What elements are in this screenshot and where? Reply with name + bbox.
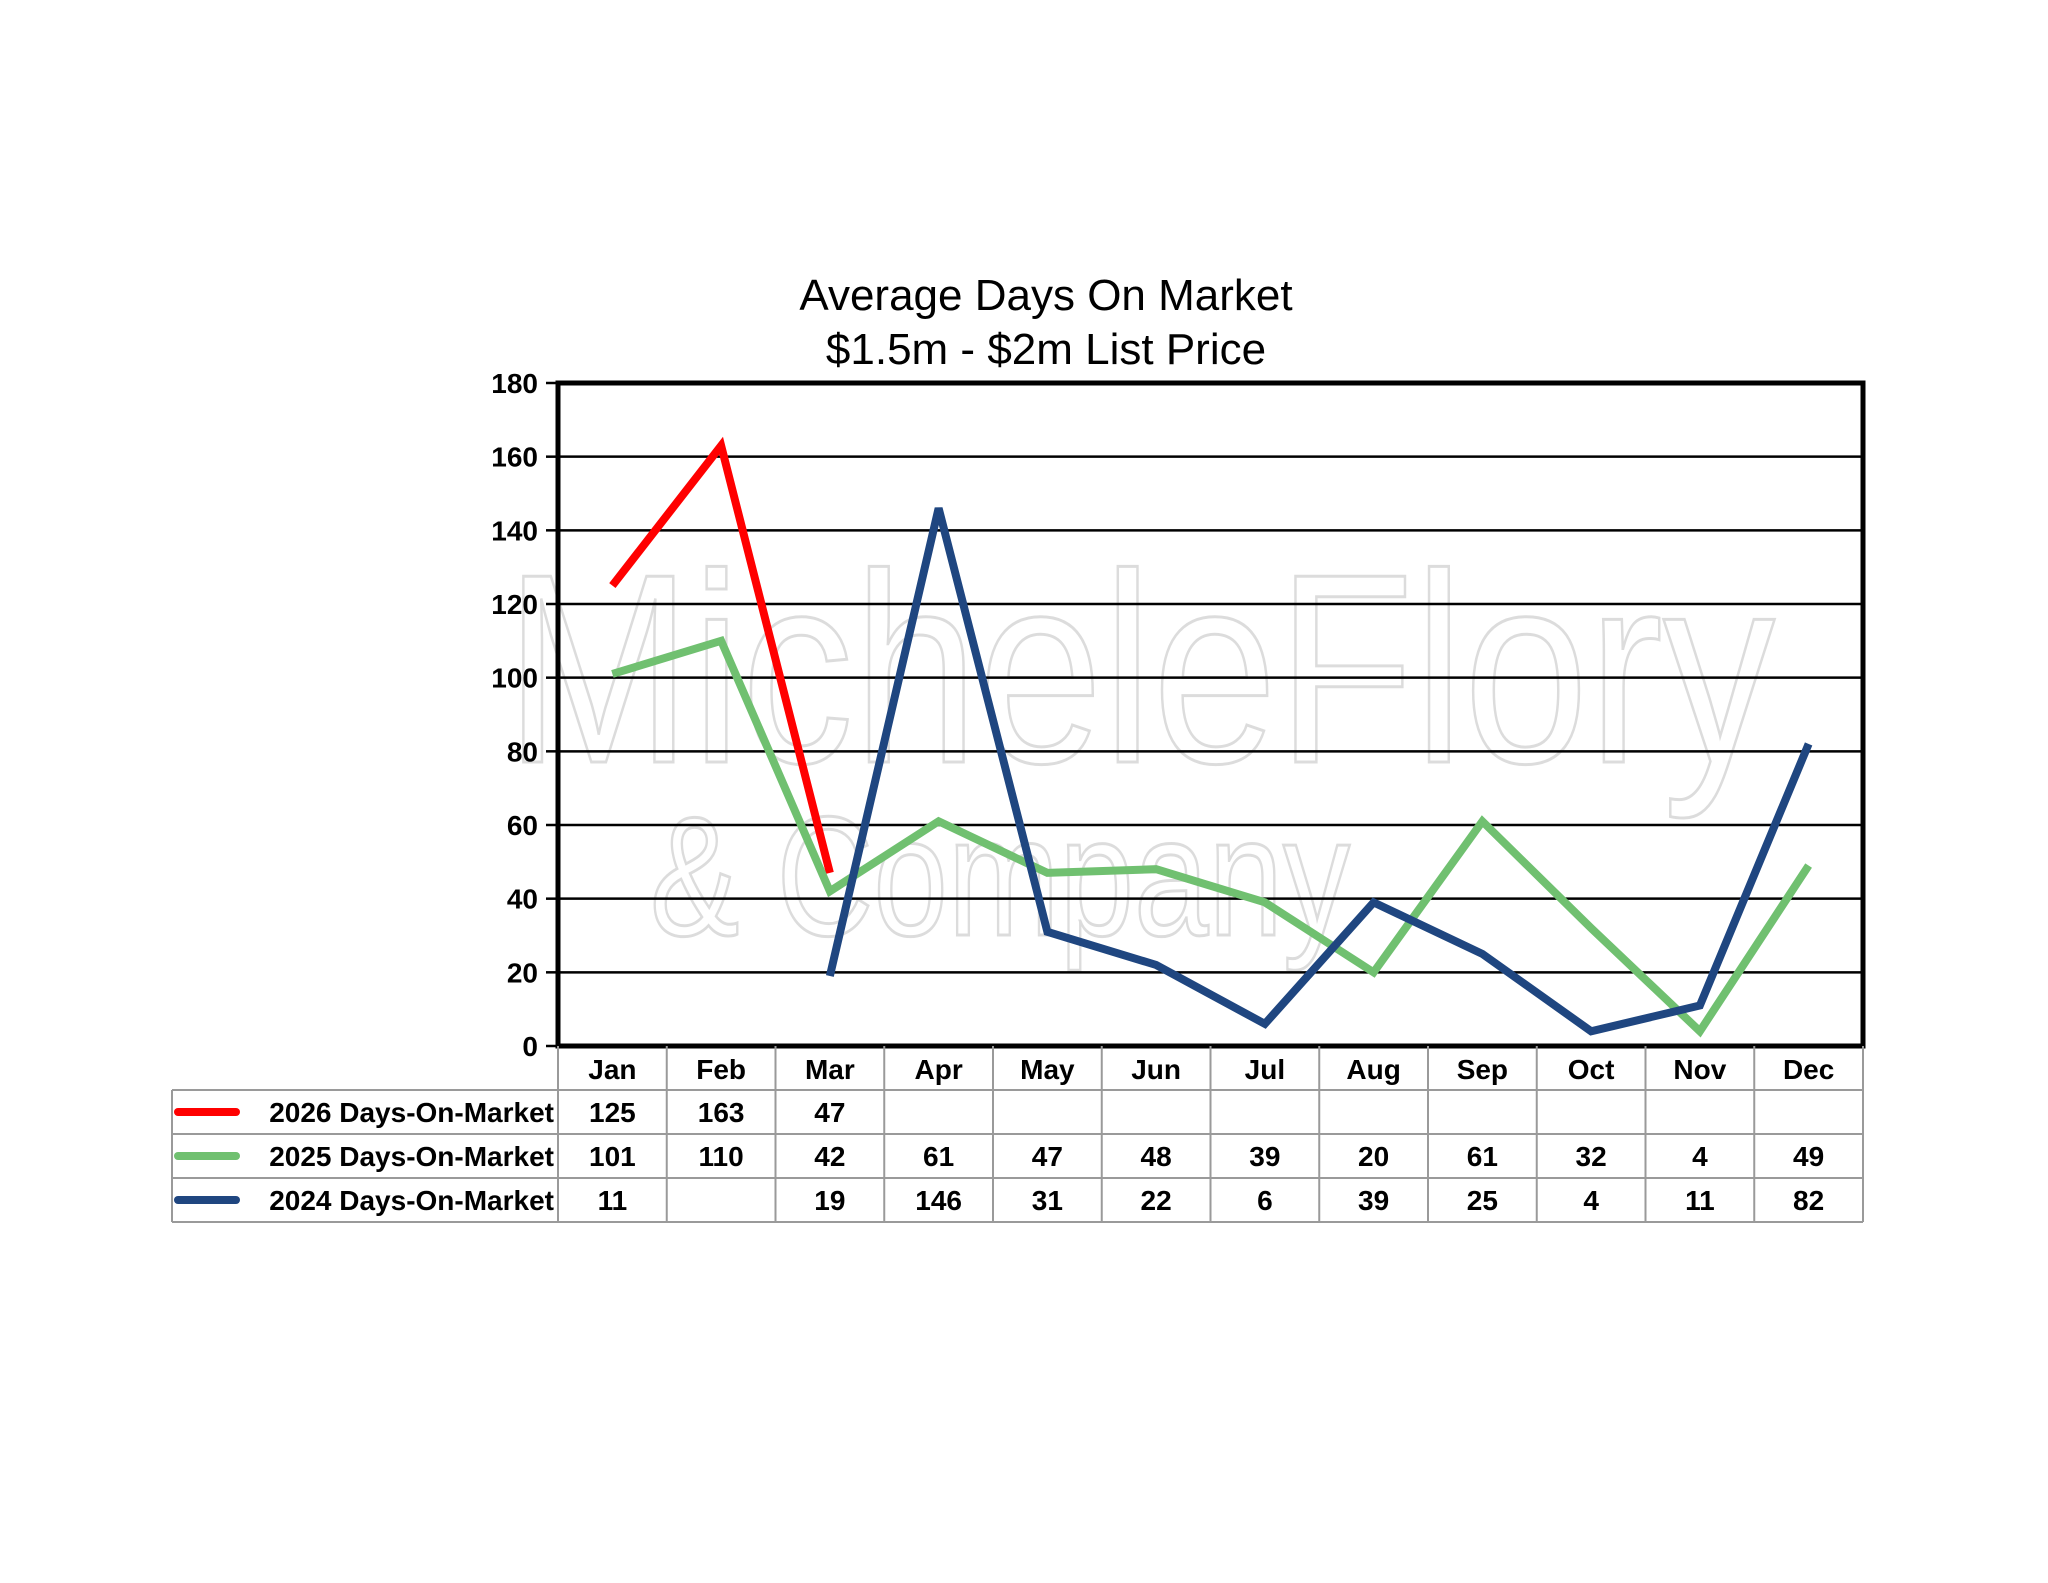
data-label: 110 xyxy=(699,1141,744,1172)
data-label: 61 xyxy=(923,1141,954,1172)
data-label: 42 xyxy=(814,1141,845,1172)
x-tick-label: Dec xyxy=(1783,1054,1834,1085)
data-label: 4 xyxy=(1692,1141,1708,1172)
x-tick-label: Feb xyxy=(696,1054,746,1085)
data-label: 32 xyxy=(1576,1141,1607,1172)
data-label: 20 xyxy=(1358,1141,1389,1172)
y-tick-label: 160 xyxy=(491,442,538,473)
x-tick-label: Jun xyxy=(1131,1054,1181,1085)
data-label: 101 xyxy=(589,1141,636,1172)
data-label: 11 xyxy=(598,1185,628,1216)
data-label: 48 xyxy=(1141,1141,1172,1172)
data-label: 39 xyxy=(1249,1141,1280,1172)
data-table: Jan Feb Mar Apr May Jun Jul Aug Sep Oct Nov Dec 2026… xyxy=(171,1046,1864,1223)
data-label: 11 xyxy=(1685,1185,1715,1216)
x-tick-label: Jul xyxy=(1245,1054,1285,1085)
series-line xyxy=(609,436,834,874)
series-line xyxy=(825,507,1813,1036)
series-segment xyxy=(609,436,834,874)
y-tick-label: 60 xyxy=(507,810,538,841)
data-label: 39 xyxy=(1358,1185,1389,1216)
x-tick-label: Aug xyxy=(1346,1054,1400,1085)
y-tick-label: 0 xyxy=(522,1031,538,1062)
data-label: 47 xyxy=(814,1097,845,1128)
data-label: 163 xyxy=(698,1097,745,1128)
y-tick-label: 140 xyxy=(491,515,538,546)
data-label: 125 xyxy=(589,1097,636,1128)
legend-label: 2025 Days-On-Market xyxy=(269,1141,554,1172)
data-label: 19 xyxy=(814,1185,845,1216)
data-label: 61 xyxy=(1467,1141,1498,1172)
series-lines xyxy=(609,436,1813,1038)
data-label: 4 xyxy=(1583,1185,1599,1216)
y-tick-label: 180 xyxy=(491,368,538,399)
y-tick-label: 100 xyxy=(491,663,538,694)
watermark-line-1: MicheleFlory xyxy=(505,519,1775,821)
y-axis-ticks: 0 20 40 60 80 100 120 140 160 180 xyxy=(491,368,558,1062)
data-label: 6 xyxy=(1257,1185,1273,1216)
x-tick-label: Sep xyxy=(1457,1054,1508,1085)
data-label: 47 xyxy=(1032,1141,1063,1172)
watermark: MicheleFlory & Company xyxy=(504,518,1777,974)
data-label: 22 xyxy=(1141,1185,1172,1216)
legend-label: 2024 Days-On-Market xyxy=(269,1185,554,1216)
y-tick-label: 120 xyxy=(491,589,538,620)
gridlines xyxy=(558,455,1863,974)
data-label: 82 xyxy=(1793,1185,1824,1216)
series-segment xyxy=(611,635,1812,1038)
data-label: 49 xyxy=(1793,1141,1824,1172)
x-tick-label: Apr xyxy=(915,1054,963,1085)
series-line xyxy=(611,635,1812,1038)
chart-title: Average Days On Market xyxy=(799,271,1292,320)
x-tick-label: Mar xyxy=(805,1054,855,1085)
y-tick-label: 80 xyxy=(507,736,538,767)
x-tick-label: Nov xyxy=(1673,1054,1726,1085)
watermark-line-2: & Company xyxy=(650,782,1350,972)
y-tick-label: 20 xyxy=(507,957,538,988)
x-tick-label: May xyxy=(1020,1054,1075,1085)
x-tick-label: Jan xyxy=(588,1054,636,1085)
data-label: 25 xyxy=(1467,1185,1498,1216)
y-tick-label: 40 xyxy=(507,884,538,915)
data-label: 146 xyxy=(915,1185,962,1216)
series-segment xyxy=(825,507,1813,1036)
data-label: 31 xyxy=(1032,1185,1063,1216)
x-tick-label: Oct xyxy=(1568,1054,1615,1085)
chart-subtitle: $1.5m - $2m List Price xyxy=(826,325,1266,374)
legend-label: 2026 Days-On-Market xyxy=(269,1097,554,1128)
